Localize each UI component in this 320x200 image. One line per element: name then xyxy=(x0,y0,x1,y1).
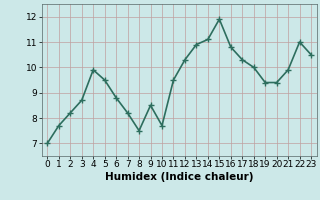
X-axis label: Humidex (Indice chaleur): Humidex (Indice chaleur) xyxy=(105,172,253,182)
